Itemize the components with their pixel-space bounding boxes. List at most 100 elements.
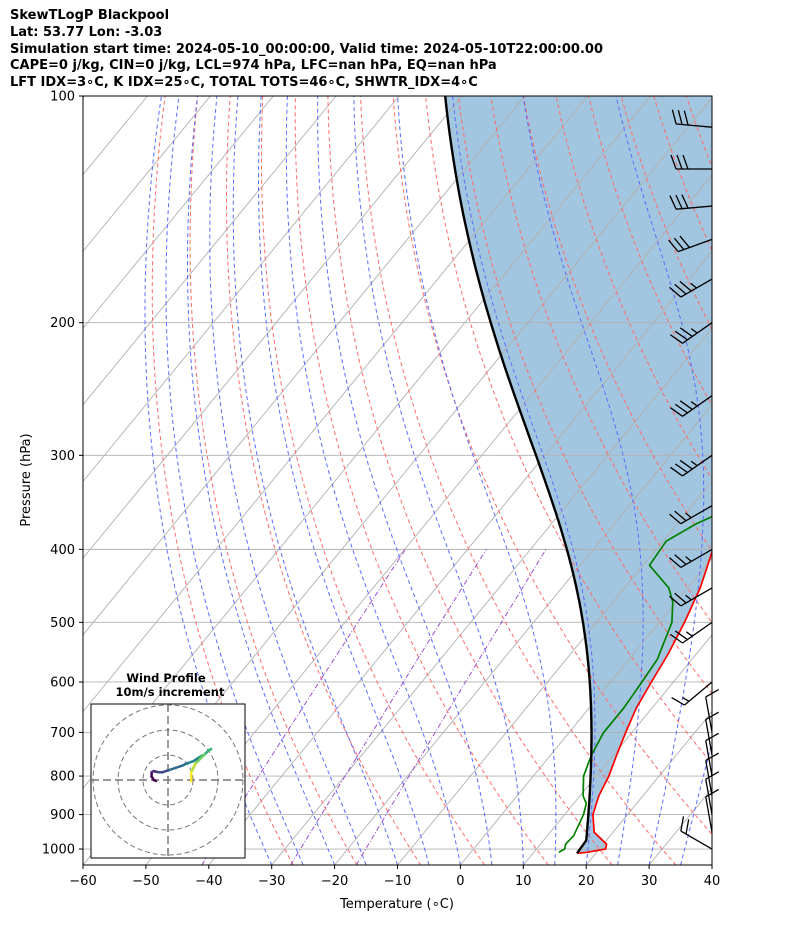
wind-barb [671, 109, 713, 128]
mixing-ratio-line [355, 549, 547, 865]
moist-adiabat [522, 96, 644, 865]
wind-barb-half-feather [682, 696, 690, 702]
moist-adiabat [615, 96, 705, 865]
isotherm [334, 404, 712, 865]
wind-barb-staff [705, 779, 713, 815]
mixing-ratio-line [290, 549, 487, 865]
dry-adiabat [784, 96, 794, 865]
wind-barb [669, 587, 713, 607]
dry-adiabat [752, 96, 794, 865]
wind-barb-feather [674, 403, 688, 414]
dry-adiabat [490, 96, 712, 624]
moist-adiabat [187, 96, 336, 865]
wind-barb-feather [675, 194, 683, 209]
dry-adiabat [588, 96, 712, 407]
isotherm [711, 864, 712, 865]
y-axis-label: Pressure (hPa) [19, 433, 34, 526]
wind-barb-staff [705, 796, 713, 833]
dry-adiabat [392, 96, 712, 836]
wind-barb-feather [679, 327, 693, 337]
wind-barb-half-feather [685, 556, 692, 562]
y-tick-label: 100 [50, 90, 75, 105]
wind-barb-feather [668, 239, 679, 253]
x-tick-label: −40 [195, 874, 222, 889]
wind-barb-feather [681, 194, 689, 209]
wind-barb-staff [705, 696, 713, 733]
cape-cin-shading [445, 96, 712, 854]
dry-adiabat [360, 96, 677, 865]
isotherm [83, 96, 400, 483]
wind-barb [671, 681, 713, 706]
wind-barb-staff [705, 740, 713, 777]
wind-barb [705, 732, 719, 777]
wind-barb-half-feather [690, 328, 698, 334]
moist-adiabat [285, 96, 461, 865]
wind-barb-half-feather [690, 401, 698, 407]
wind-barb-feather [685, 819, 690, 835]
temperature-line [576, 549, 712, 855]
isotherm [83, 96, 337, 406]
isotherm [83, 96, 589, 713]
dry-adiabat [620, 96, 712, 331]
wind-barb-feather [670, 407, 683, 417]
wind-barb-feather [679, 280, 692, 292]
wind-barb-feather [680, 816, 685, 832]
y-tick-label: 700 [50, 726, 75, 741]
wind-barb-feather [670, 466, 683, 477]
wind-barb [669, 505, 713, 525]
isotherm [208, 250, 712, 865]
wind-barb-feather [674, 510, 687, 522]
wind-barb-feather [674, 283, 687, 295]
hodograph-subtitle: 10m/s increment [116, 685, 225, 699]
wind-barb [669, 194, 713, 210]
x-tick-label: −30 [258, 874, 285, 889]
wind-barb-feather [671, 109, 677, 125]
isotherm [83, 96, 274, 329]
hodograph-title: Wind Profile [126, 671, 206, 685]
y-tick-label: 800 [50, 770, 75, 785]
y-tick-label: 200 [50, 316, 75, 331]
x-tick-label: −20 [321, 874, 348, 889]
parcel-line [444, 96, 593, 854]
moist-adiabat [317, 96, 493, 865]
hodograph-segment [192, 755, 202, 763]
x-tick-label: 20 [578, 874, 595, 889]
wind-barb-feather [674, 463, 688, 474]
wind-barb-feather [673, 237, 685, 251]
moist-adiabat [232, 96, 398, 865]
dry-adiabat [457, 96, 712, 695]
y-tick-label: 300 [50, 449, 75, 464]
y-tick-label: 400 [50, 543, 75, 558]
wind-barb-feather [674, 630, 688, 641]
wind-barb [705, 788, 719, 833]
wind-barb-staff [705, 760, 713, 797]
isotherm [83, 96, 526, 636]
wind-barb [670, 322, 713, 344]
x-tick-label: 0 [456, 874, 464, 889]
chart-title-line-2: Lat: 53.77 Lon: -3.03 [10, 24, 163, 40]
wind-barb-feather [705, 788, 719, 798]
moist-adiabat [257, 96, 430, 865]
wind-barb-feather [669, 195, 677, 210]
wind-barb [668, 235, 713, 253]
wind-barb [680, 816, 713, 850]
wind-barb-feather [679, 235, 690, 248]
wind-barb-feather [669, 286, 682, 298]
wind-barb-feather [683, 110, 689, 126]
y-tick-label: 500 [50, 616, 75, 631]
y-tick-label: 900 [50, 808, 75, 823]
wind-barb-feather [670, 633, 683, 644]
hodograph-area [91, 704, 245, 858]
wind-barb-feather [705, 689, 719, 698]
wind-barb-feather [682, 154, 689, 170]
isotherm [145, 173, 712, 865]
wind-barb-feather [670, 154, 677, 170]
wind-barb-feather [677, 110, 683, 125]
moist-adiabat [452, 96, 596, 865]
dry-adiabat [294, 96, 549, 865]
moist-adiabat [353, 96, 524, 865]
isotherm [83, 96, 463, 559]
wind-barb [705, 711, 719, 756]
moist-adiabat [144, 96, 273, 865]
